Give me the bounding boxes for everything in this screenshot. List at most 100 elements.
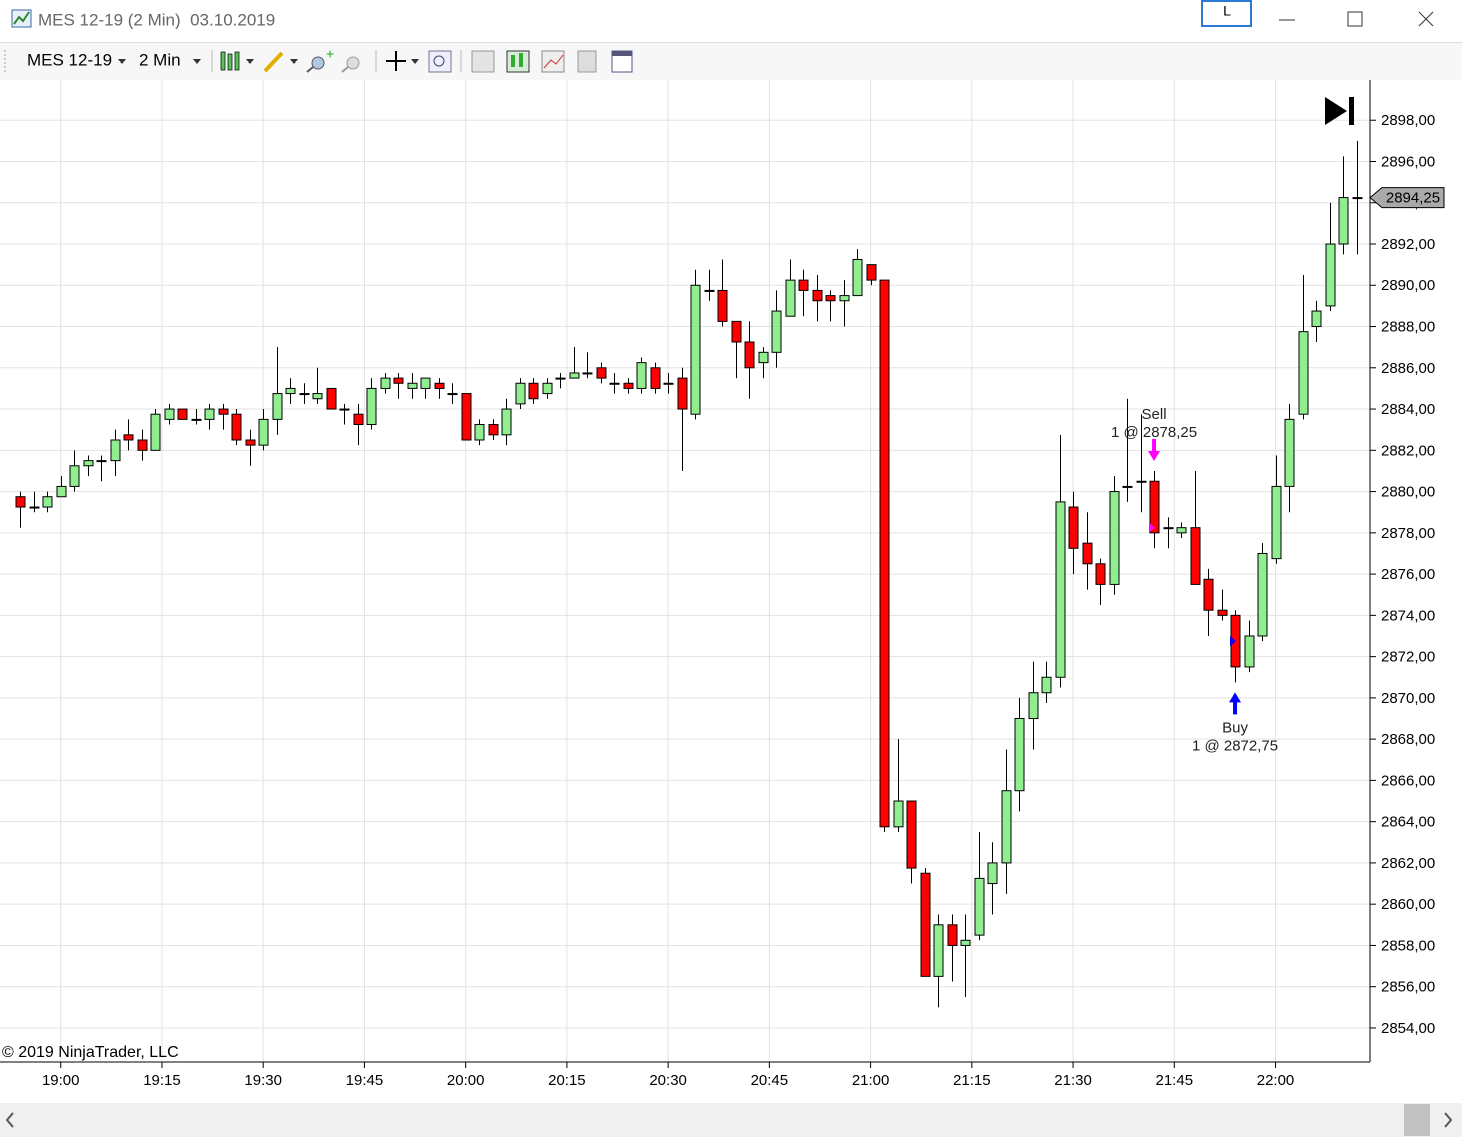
link-button[interactable]: L xyxy=(1201,0,1252,27)
x-tick-label: 21:00 xyxy=(852,1072,890,1089)
execution-action: Sell xyxy=(1142,406,1167,423)
properties-button[interactable] xyxy=(611,50,633,73)
candle-body xyxy=(96,460,107,463)
close-button[interactable] xyxy=(1418,11,1434,27)
execution-action: Buy xyxy=(1222,719,1248,736)
instrument-selector[interactable]: MES 12-19 xyxy=(27,50,112,69)
plot-background xyxy=(0,80,1370,1062)
candle-body xyxy=(893,800,904,828)
zoom-out-button[interactable] xyxy=(341,56,360,73)
x-tick-label: 20:30 xyxy=(649,1072,687,1089)
candle-body xyxy=(758,351,769,364)
candle-body xyxy=(1041,676,1052,694)
candle-body xyxy=(1014,718,1025,792)
candle-body xyxy=(1068,506,1079,549)
x-tick-label: 20:15 xyxy=(548,1072,586,1089)
y-tick-label: 2884,00 xyxy=(1381,401,1435,418)
y-tick-label: 2866,00 xyxy=(1381,772,1435,789)
orders-button[interactable] xyxy=(577,50,597,73)
candle-body xyxy=(1001,790,1012,864)
window-title: MES 12-19 (2 Min) 03.10.2019 xyxy=(38,10,275,29)
x-tick-label: 20:45 xyxy=(751,1072,789,1089)
candle-body xyxy=(69,465,80,487)
candle-body xyxy=(285,387,296,395)
y-tick-label: 2856,00 xyxy=(1381,979,1435,996)
app-icon xyxy=(11,9,32,28)
candle-body xyxy=(974,877,985,936)
candle-body xyxy=(474,424,485,441)
y-tick-label: 2862,00 xyxy=(1381,855,1435,872)
interval-selector[interactable]: 2 Min xyxy=(139,50,181,69)
y-tick-label: 2864,00 xyxy=(1381,814,1435,831)
candle-body xyxy=(420,377,431,389)
chart-style-button[interactable] xyxy=(220,51,254,71)
indicators-button[interactable] xyxy=(506,50,530,73)
candle-body xyxy=(690,284,701,415)
maximize-button[interactable] xyxy=(1347,11,1363,27)
dropdown-arrow[interactable] xyxy=(193,59,201,64)
candle-body xyxy=(150,413,161,451)
candle-body xyxy=(1082,542,1093,565)
candle-body xyxy=(1338,197,1349,245)
candle-body xyxy=(528,382,539,400)
copyright: © 2019 NinjaTrader, LLC xyxy=(2,1044,179,1061)
svg-text:+: + xyxy=(326,46,334,62)
candle-body xyxy=(542,382,553,395)
dropdown-arrow[interactable] xyxy=(118,59,126,64)
execution-marker xyxy=(1149,522,1156,533)
x-tick-label: 19:45 xyxy=(346,1072,384,1089)
candle-body xyxy=(582,372,593,375)
link-button-label: L xyxy=(1223,3,1231,19)
candle-body xyxy=(231,413,242,441)
candle-body xyxy=(258,418,269,446)
candle-body xyxy=(434,382,445,389)
scroll-left[interactable] xyxy=(5,1112,14,1128)
go-to-end-button[interactable] xyxy=(1325,97,1354,125)
candle-body xyxy=(596,367,607,379)
y-tick-label: 2896,00 xyxy=(1381,153,1435,170)
scroll-thumb[interactable] xyxy=(1404,1104,1430,1136)
candle-body xyxy=(1298,331,1309,415)
crosshair-button[interactable] xyxy=(386,51,419,71)
candle-body xyxy=(488,424,499,436)
candle-body xyxy=(798,279,809,291)
y-tick-label: 2876,00 xyxy=(1381,566,1435,583)
candle-body xyxy=(272,393,283,420)
candle-body xyxy=(717,289,728,322)
candle-body xyxy=(771,310,782,353)
drawing-tool-button[interactable] xyxy=(263,51,298,73)
candle-body xyxy=(1163,527,1174,530)
x-tick-label: 19:15 xyxy=(143,1072,181,1089)
candle-body xyxy=(866,264,877,281)
candle-body xyxy=(393,377,404,384)
zoom-in-button[interactable]: + xyxy=(306,46,334,73)
candle-body xyxy=(1149,480,1160,534)
template-button[interactable] xyxy=(471,50,495,73)
candle-body xyxy=(879,279,890,828)
candle-body xyxy=(56,485,67,498)
candle-body xyxy=(744,341,755,369)
candle-body xyxy=(1325,243,1336,307)
candle-body xyxy=(177,408,188,420)
candle-body xyxy=(245,439,256,446)
strategies-button[interactable] xyxy=(541,50,565,73)
execution-marker xyxy=(1230,636,1237,647)
candle-body xyxy=(447,393,458,396)
candle-body xyxy=(123,434,134,441)
scroll-right[interactable] xyxy=(1444,1112,1453,1128)
candle-body xyxy=(677,377,688,410)
candle-body xyxy=(461,393,472,441)
candle-body xyxy=(1352,197,1363,200)
candle-body xyxy=(1257,552,1268,637)
candle-body xyxy=(650,367,661,389)
data-box-button[interactable] xyxy=(428,50,452,73)
y-tick-label: 2892,00 xyxy=(1381,236,1435,253)
candle-body xyxy=(353,413,364,426)
last-price-marker xyxy=(1369,187,1445,209)
candle-body xyxy=(704,289,715,292)
candle-body xyxy=(636,362,647,389)
horizontal-scrollbar[interactable] xyxy=(0,1103,1462,1137)
candle-body xyxy=(1284,418,1295,487)
candle-body xyxy=(920,872,931,977)
